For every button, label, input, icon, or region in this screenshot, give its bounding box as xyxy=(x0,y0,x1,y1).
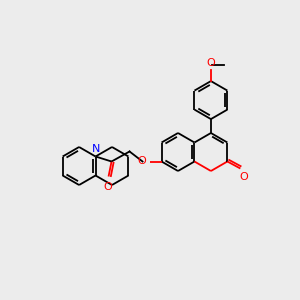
Text: O: O xyxy=(239,172,248,182)
Text: O: O xyxy=(103,182,112,193)
Text: N: N xyxy=(92,145,101,154)
Text: O: O xyxy=(206,58,215,68)
Text: O: O xyxy=(138,157,146,166)
